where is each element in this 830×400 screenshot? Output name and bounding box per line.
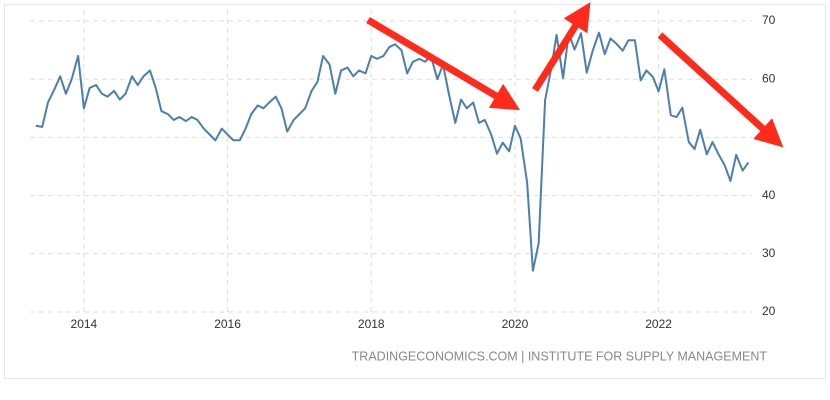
x-tick-label: 2020 bbox=[502, 317, 529, 331]
y-tick-label: 20 bbox=[762, 304, 776, 318]
x-tick-label: 2016 bbox=[214, 317, 241, 331]
plot-area: 20304050607020142016201820202022 bbox=[30, 10, 776, 331]
y-tick-label: 60 bbox=[762, 71, 776, 85]
arrow bbox=[532, 2, 591, 92]
y-tick-label: 30 bbox=[762, 246, 776, 260]
x-tick-label: 2014 bbox=[71, 317, 98, 331]
line-series bbox=[35, 31, 750, 272]
x-tick-label: 2018 bbox=[358, 317, 385, 331]
y-tick-label: 70 bbox=[762, 13, 776, 27]
arrow bbox=[366, 16, 521, 111]
source: TRADINGECONOMICS.COM | INSTITUTE FOR SUP… bbox=[352, 349, 768, 363]
annotation-arrows bbox=[366, 2, 784, 148]
y-tick-label: 40 bbox=[762, 188, 776, 202]
x-tick-label: 2022 bbox=[645, 317, 672, 331]
arrow bbox=[657, 32, 784, 148]
frame bbox=[4, 4, 826, 379]
